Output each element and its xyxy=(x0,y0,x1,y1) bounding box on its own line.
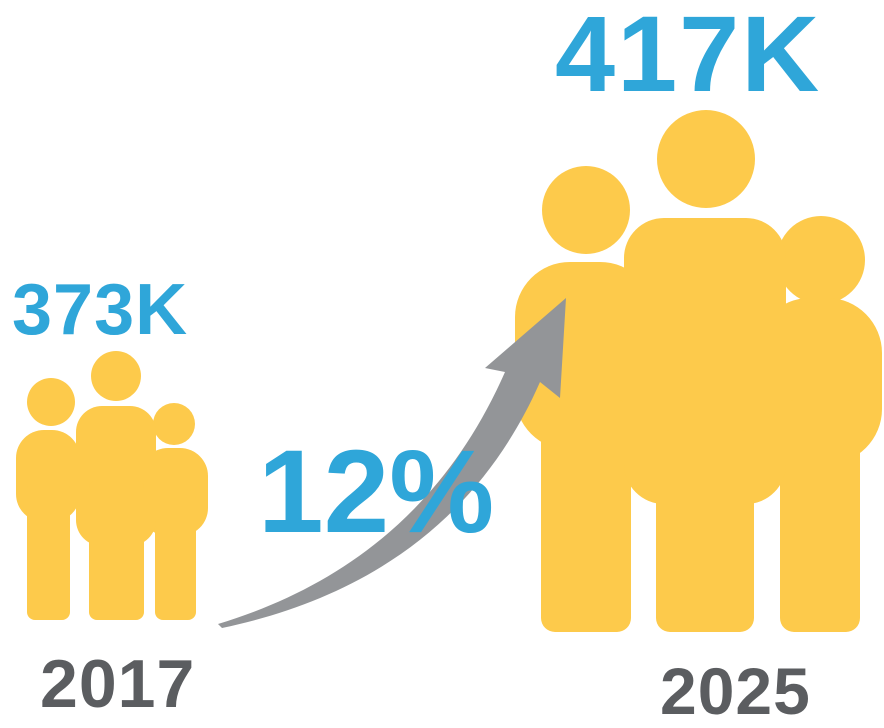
year-2025-label: 2025 xyxy=(660,654,811,728)
people-group-small-icon xyxy=(16,351,208,620)
population-2025-value: 417K xyxy=(555,0,822,114)
growth-arrow-icon xyxy=(218,298,566,628)
growth-percentage: 12% xyxy=(258,426,495,558)
people-group-large-icon xyxy=(515,110,882,632)
population-2017-value: 373K xyxy=(12,270,189,350)
year-2017-label: 2017 xyxy=(40,646,196,722)
